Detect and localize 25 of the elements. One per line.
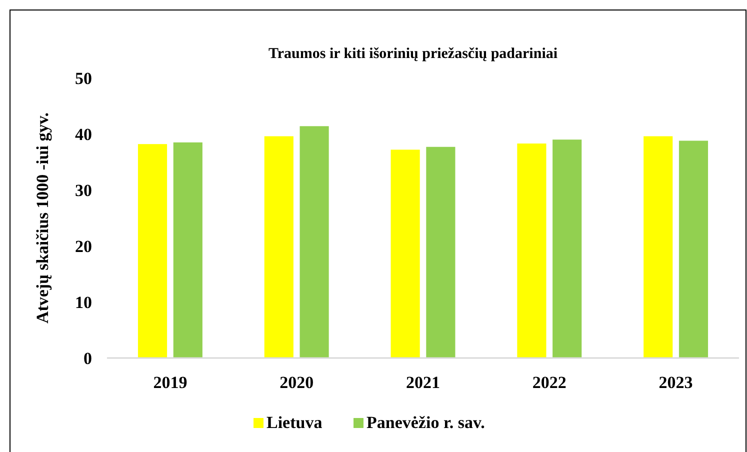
y-tick-label: 0 bbox=[84, 348, 92, 368]
y-tick-label: 30 bbox=[75, 180, 92, 200]
x-tick-label: 2023 bbox=[658, 373, 693, 392]
bar bbox=[390, 150, 420, 358]
x-tick-label: 2020 bbox=[280, 373, 314, 392]
x-tick-label: 2019 bbox=[153, 373, 188, 392]
bar bbox=[173, 142, 202, 358]
bar bbox=[517, 144, 546, 358]
bar bbox=[426, 146, 456, 358]
bar bbox=[300, 126, 329, 358]
y-tick-label: 40 bbox=[75, 124, 92, 144]
bar bbox=[552, 140, 582, 358]
x-tick-label: 2021 bbox=[406, 373, 440, 392]
y-tick-label: 50 bbox=[75, 68, 92, 88]
legend-label: Panevėžio r. sav. bbox=[366, 413, 485, 432]
y-axis-title: Atvejų skaičius 1000 -iui gyv. bbox=[33, 112, 52, 324]
chart-title: Traumos ir kiti išorinių priežasčių padariniai bbox=[268, 46, 558, 62]
bar bbox=[644, 136, 673, 358]
x-tick-label: 2022 bbox=[532, 373, 566, 392]
legend-label: Lietuva bbox=[266, 413, 323, 432]
bar bbox=[678, 140, 708, 358]
bar bbox=[138, 144, 168, 358]
y-tick-label: 20 bbox=[75, 236, 92, 256]
y-tick-label: 10 bbox=[75, 292, 92, 312]
bar bbox=[264, 136, 294, 358]
